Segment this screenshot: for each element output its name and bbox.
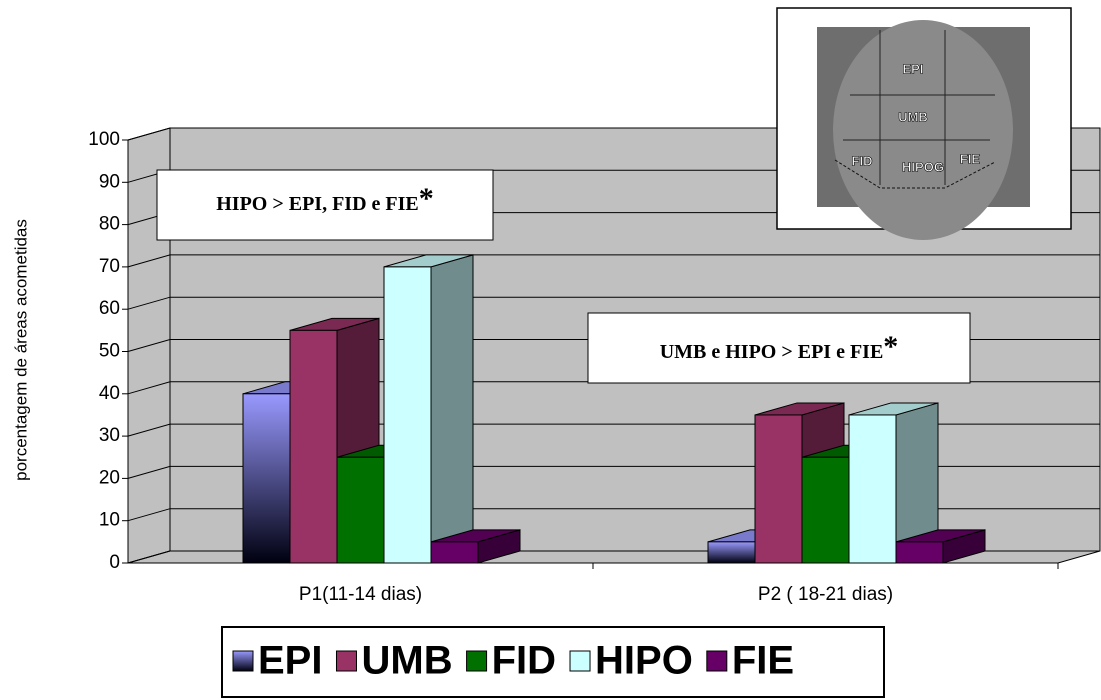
- legend-label: FID: [492, 639, 556, 683]
- bar-front: [849, 415, 896, 563]
- bar-front: [243, 394, 290, 563]
- bar-front: [755, 415, 802, 563]
- inset-label: FIE: [960, 151, 981, 166]
- bar-front: [337, 457, 384, 563]
- bar: [384, 255, 473, 563]
- y-tick-label: 30: [99, 425, 120, 446]
- y-tick-label: 20: [99, 467, 120, 488]
- inset-label: UMB: [898, 109, 928, 124]
- x-tick-label: P2 ( 18-21 dias): [758, 584, 893, 605]
- y-tick-label: 100: [88, 129, 120, 150]
- legend-label: UMB: [361, 639, 452, 683]
- y-tick-label: 10: [99, 510, 120, 531]
- y-tick-label: 50: [99, 341, 120, 362]
- annotation-text: UMB e HIPO > EPI e FIE: [660, 341, 884, 363]
- bar-front: [431, 542, 478, 563]
- bar-front: [708, 542, 755, 563]
- legend-swatch: [707, 651, 727, 671]
- y-axis-label: porcentagem de áreas acometidas: [11, 219, 30, 481]
- y-tick-label: 70: [99, 256, 120, 277]
- y-tick-label: 90: [99, 171, 120, 192]
- inset-label: EPI: [903, 61, 924, 76]
- legend-swatch: [336, 651, 356, 671]
- y-tick-label: 0: [109, 552, 120, 573]
- annotation-mark: *: [883, 330, 898, 363]
- chart: porcentagem de áreas acometidas 0 10 20 30 4…: [0, 0, 1101, 700]
- inset-label: FID: [852, 153, 873, 168]
- y-tick-label: 40: [99, 383, 120, 404]
- legend-label: FIE: [732, 639, 794, 683]
- legend-swatch: [570, 651, 590, 671]
- bar-front: [290, 330, 337, 563]
- bar-side: [431, 255, 473, 563]
- legend-label: HIPO: [595, 639, 693, 683]
- annotation-mark: *: [419, 182, 434, 215]
- y-tick-label: 80: [99, 214, 120, 235]
- legend-label: EPI: [258, 639, 322, 683]
- annotation-text: HIPO > EPI, FID e FIE: [216, 193, 419, 215]
- inset-label: HIPOG: [902, 159, 944, 174]
- bar-front: [802, 457, 849, 563]
- y-tick-label: 60: [99, 298, 120, 319]
- bar-front: [384, 267, 431, 563]
- legend-swatch: [233, 651, 253, 671]
- x-tick-label: P1(11-14 dias): [299, 584, 422, 605]
- bar-front: [896, 542, 943, 563]
- legend-swatch: [467, 651, 487, 671]
